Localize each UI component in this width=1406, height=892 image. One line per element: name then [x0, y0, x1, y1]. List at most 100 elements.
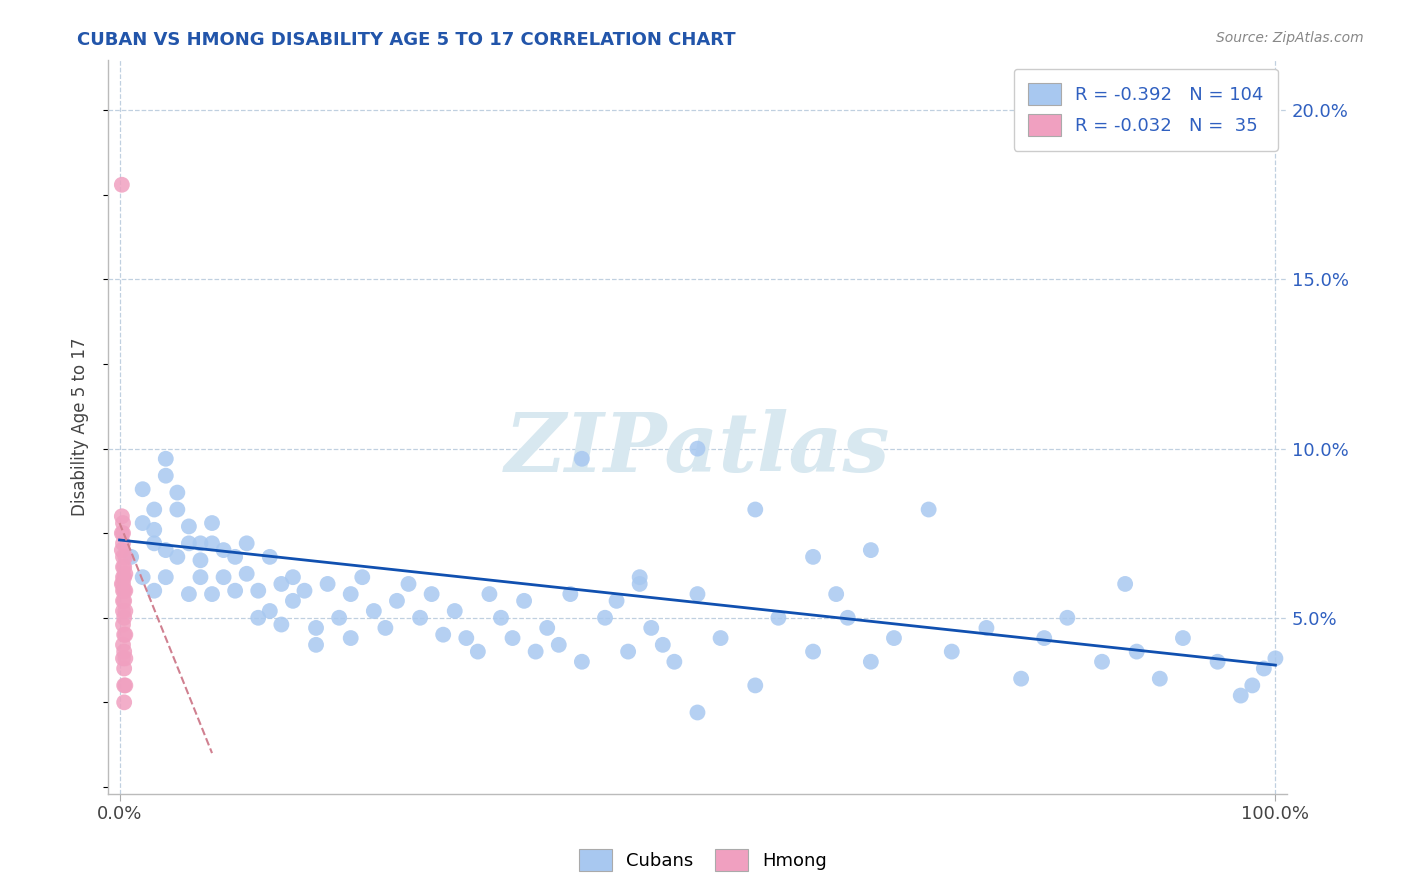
- Text: CUBAN VS HMONG DISABILITY AGE 5 TO 17 CORRELATION CHART: CUBAN VS HMONG DISABILITY AGE 5 TO 17 CO…: [77, 31, 735, 49]
- Point: [651, 638, 673, 652]
- Point: [247, 583, 270, 598]
- Point: [617, 644, 640, 658]
- Point: [111, 638, 134, 652]
- Point: [710, 631, 733, 645]
- Point: [155, 468, 177, 483]
- Point: [143, 583, 166, 598]
- Point: [281, 570, 304, 584]
- Point: [502, 631, 524, 645]
- Point: [825, 587, 848, 601]
- Point: [1125, 644, 1147, 658]
- Point: [114, 628, 136, 642]
- Point: [114, 583, 136, 598]
- Point: [1010, 672, 1032, 686]
- Point: [112, 644, 135, 658]
- Point: [837, 611, 859, 625]
- Point: [536, 621, 558, 635]
- Legend: R = -0.392   N = 104, R = -0.032   N =  35: R = -0.392 N = 104, R = -0.032 N = 35: [1014, 69, 1278, 151]
- Point: [744, 502, 766, 516]
- Point: [1091, 655, 1114, 669]
- Point: [235, 566, 257, 581]
- Point: [112, 678, 135, 692]
- Point: [235, 536, 257, 550]
- Point: [398, 577, 420, 591]
- Point: [305, 621, 328, 635]
- Point: [112, 594, 135, 608]
- Point: [305, 638, 328, 652]
- Point: [1206, 655, 1229, 669]
- Point: [606, 594, 628, 608]
- Point: [155, 451, 177, 466]
- Legend: Cubans, Hmong: Cubans, Hmong: [572, 842, 834, 879]
- Point: [143, 536, 166, 550]
- Point: [686, 442, 709, 456]
- Point: [1171, 631, 1194, 645]
- Point: [363, 604, 385, 618]
- Point: [432, 628, 454, 642]
- Point: [111, 617, 134, 632]
- Point: [111, 536, 134, 550]
- Point: [111, 516, 134, 530]
- Point: [259, 604, 281, 618]
- Point: [640, 621, 662, 635]
- Point: [131, 516, 153, 530]
- Point: [1229, 689, 1251, 703]
- Point: [190, 536, 212, 550]
- Point: [859, 655, 882, 669]
- Point: [111, 583, 134, 598]
- Point: [560, 587, 582, 601]
- Point: [131, 570, 153, 584]
- Point: [111, 509, 134, 524]
- Point: [478, 587, 501, 601]
- Point: [917, 502, 939, 516]
- Point: [247, 611, 270, 625]
- Point: [111, 577, 134, 591]
- Point: [328, 611, 350, 625]
- Point: [131, 482, 153, 496]
- Point: [111, 651, 134, 665]
- Point: [224, 549, 246, 564]
- Point: [1241, 678, 1264, 692]
- Point: [941, 644, 963, 658]
- Point: [177, 587, 200, 601]
- Point: [1033, 631, 1056, 645]
- Point: [1149, 672, 1171, 686]
- Point: [111, 604, 134, 618]
- Point: [155, 543, 177, 558]
- Point: [111, 549, 134, 564]
- Point: [374, 621, 396, 635]
- Point: [628, 577, 651, 591]
- Point: [1264, 651, 1286, 665]
- Point: [801, 549, 824, 564]
- Point: [114, 566, 136, 581]
- Point: [111, 178, 134, 192]
- Point: [1114, 577, 1136, 591]
- Point: [281, 594, 304, 608]
- Point: [467, 644, 489, 658]
- Point: [201, 587, 224, 601]
- Point: [628, 570, 651, 584]
- Point: [112, 695, 135, 709]
- Point: [111, 560, 134, 574]
- Y-axis label: Disability Age 5 to 17: Disability Age 5 to 17: [72, 337, 89, 516]
- Point: [143, 523, 166, 537]
- Point: [177, 536, 200, 550]
- Point: [259, 549, 281, 564]
- Point: [1056, 611, 1078, 625]
- Point: [524, 644, 547, 658]
- Point: [409, 611, 432, 625]
- Point: [224, 583, 246, 598]
- Point: [489, 611, 512, 625]
- Point: [112, 661, 135, 675]
- Point: [420, 587, 443, 601]
- Point: [166, 502, 188, 516]
- Point: [114, 678, 136, 692]
- Point: [201, 516, 224, 530]
- Point: [111, 570, 134, 584]
- Point: [976, 621, 998, 635]
- Point: [112, 583, 135, 598]
- Point: [385, 594, 408, 608]
- Point: [339, 631, 361, 645]
- Point: [339, 587, 361, 601]
- Point: [270, 617, 292, 632]
